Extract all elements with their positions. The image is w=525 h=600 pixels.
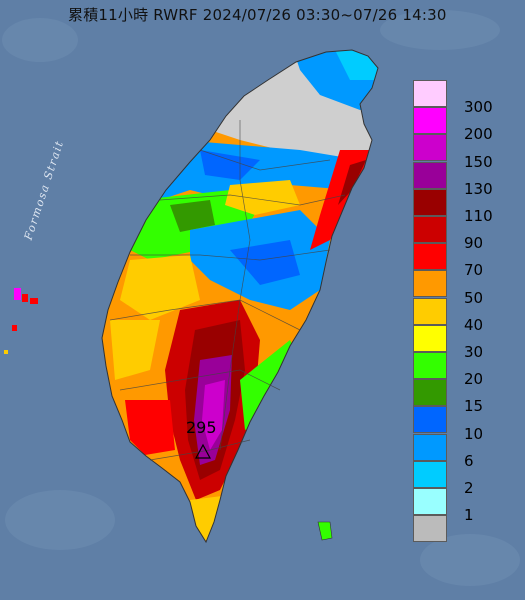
legend-swatch bbox=[413, 352, 447, 379]
max-marker-icon bbox=[194, 443, 212, 459]
green-island bbox=[317, 521, 333, 541]
legend-label: 70 bbox=[464, 261, 484, 280]
legend-swatch bbox=[413, 270, 447, 298]
legend-swatch bbox=[413, 379, 447, 407]
legend-label: 110 bbox=[464, 207, 493, 225]
legend-swatch bbox=[413, 515, 447, 543]
legend-label: 50 bbox=[464, 288, 484, 307]
legend-label: 20 bbox=[464, 370, 484, 389]
max-value-label: 295 bbox=[186, 418, 217, 437]
penghu-islands bbox=[4, 288, 38, 354]
legend-label: 130 bbox=[464, 179, 493, 198]
legend-label: 1 bbox=[464, 506, 474, 525]
legend-swatch bbox=[413, 406, 447, 434]
legend-swatch bbox=[413, 107, 447, 135]
legend-label: 10 bbox=[464, 424, 484, 443]
legend-label: 40 bbox=[464, 315, 484, 334]
legend-label: 150 bbox=[464, 152, 493, 171]
legend-label: 15 bbox=[464, 397, 484, 416]
legend-swatch bbox=[413, 188, 447, 216]
legend-swatch bbox=[413, 161, 447, 189]
legend-swatch bbox=[413, 243, 447, 271]
legend-label: 6 bbox=[464, 451, 474, 470]
legend-label: 200 bbox=[464, 125, 493, 144]
legend-label: 90 bbox=[464, 234, 484, 253]
legend-swatch bbox=[413, 460, 447, 488]
legend-label: 300 bbox=[464, 98, 493, 117]
legend-swatch bbox=[413, 488, 447, 515]
legend-swatch bbox=[413, 324, 447, 352]
legend-swatch bbox=[413, 433, 447, 461]
legend-swatch bbox=[413, 80, 447, 107]
legend-label: 2 bbox=[464, 479, 474, 497]
legend-label: 30 bbox=[464, 343, 484, 361]
legend-color-bar bbox=[413, 80, 447, 543]
legend-swatch bbox=[413, 216, 447, 243]
legend-swatch bbox=[413, 134, 447, 162]
legend-swatch bbox=[413, 297, 447, 325]
map-title: 累積11小時 RWRF 2024/07/26 03:30~07/26 14:30 bbox=[68, 6, 447, 24]
